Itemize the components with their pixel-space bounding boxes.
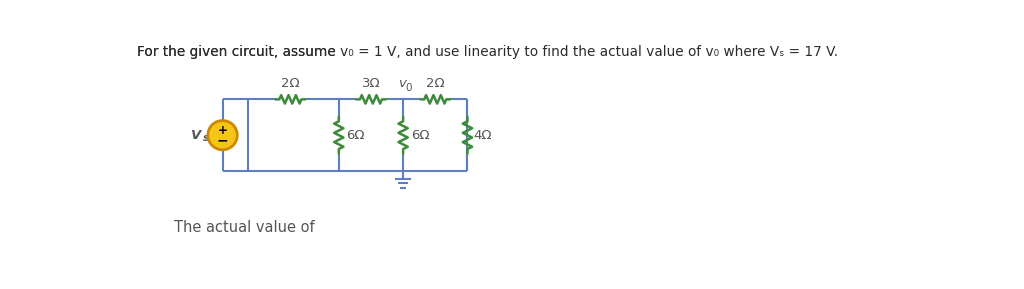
Text: +: + bbox=[218, 125, 227, 138]
Text: The actual value of: The actual value of bbox=[174, 221, 325, 236]
Text: For the given circuit, assume v₀ = 1 V, and use linearity to find the actual val: For the given circuit, assume v₀ = 1 V, … bbox=[137, 45, 839, 59]
Text: 6Ω: 6Ω bbox=[411, 129, 429, 142]
Text: V: V bbox=[190, 129, 201, 142]
Text: s: s bbox=[203, 133, 209, 143]
Text: 0: 0 bbox=[404, 83, 412, 93]
Circle shape bbox=[208, 121, 238, 150]
Text: v: v bbox=[398, 77, 407, 90]
Text: 3Ω: 3Ω bbox=[361, 77, 380, 90]
Text: −: − bbox=[217, 133, 228, 147]
Text: 2Ω: 2Ω bbox=[426, 77, 444, 90]
Text: For the given circuit, assume: For the given circuit, assume bbox=[137, 45, 340, 59]
Text: 6Ω: 6Ω bbox=[346, 129, 365, 142]
Text: 2Ω: 2Ω bbox=[281, 77, 300, 90]
Text: 4Ω: 4Ω bbox=[474, 129, 493, 142]
